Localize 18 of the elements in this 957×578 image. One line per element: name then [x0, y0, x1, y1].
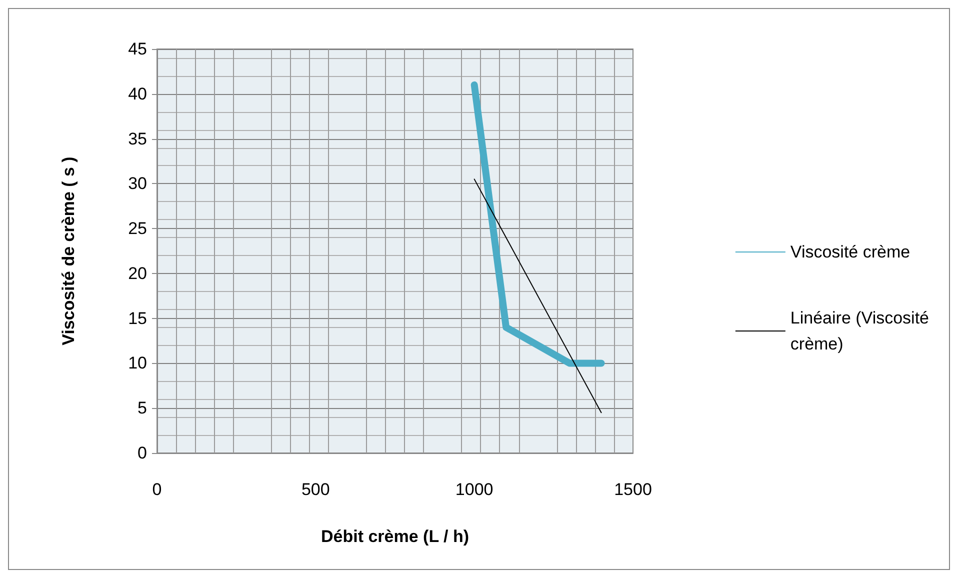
y-tick-label: 30: [128, 174, 147, 194]
y-tick-label: 5: [138, 398, 147, 418]
y-tick-label: 10: [128, 354, 147, 373]
legend-label: Viscosité crème: [790, 242, 910, 262]
y-tick-label: 20: [128, 264, 147, 283]
y-tick-label: 25: [128, 219, 147, 238]
y-axis-title: Viscosité de crème ( s ): [59, 156, 78, 346]
y-tick-label: 0: [138, 444, 147, 462]
x-tick-label: 500: [301, 480, 330, 499]
y-tick-label: 15: [128, 308, 147, 328]
legend-label: Linéaire (Viscosité crème): [790, 308, 930, 354]
y-tick-label: 45: [128, 40, 147, 58]
x-tick-label: 1500: [614, 480, 652, 499]
x-tick-label: 0: [152, 480, 162, 499]
x-tick-label: 1000: [455, 480, 494, 499]
x-axis-title: Débit crème (L / h): [321, 527, 469, 546]
y-tick-label: 35: [128, 129, 147, 148]
y-tick-label: 40: [128, 84, 147, 104]
